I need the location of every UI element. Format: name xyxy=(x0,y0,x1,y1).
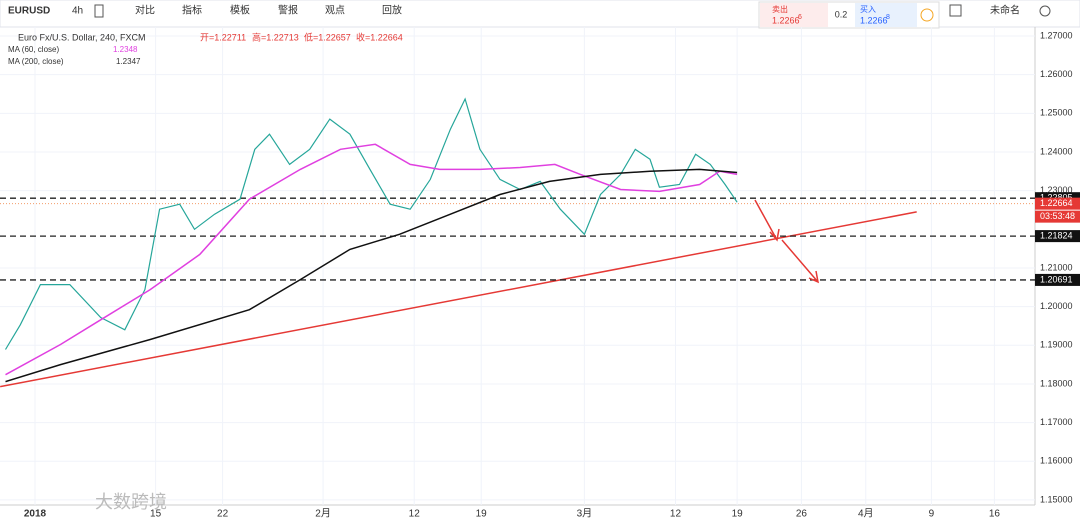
legend-ma: MA (200, close) xyxy=(8,57,64,66)
y-tick-label: 1.17000 xyxy=(1040,417,1073,427)
y-tick-label: 1.24000 xyxy=(1040,146,1073,156)
x-tick-label: 19 xyxy=(476,509,488,520)
current-price: 1.22664 xyxy=(1040,198,1073,208)
countdown: 03:53:48 xyxy=(1040,211,1075,221)
y-tick-label: 1.23000 xyxy=(1040,185,1073,195)
x-tick-label: 4月 xyxy=(858,508,874,520)
forecast-arrows xyxy=(754,199,819,284)
toolbar-item[interactable]: 警报 xyxy=(278,4,298,17)
toolbar-item[interactable]: 模板 xyxy=(230,4,250,17)
sell-label[interactable]: 卖出 xyxy=(772,4,788,14)
legend-ma-value: 1.2347 xyxy=(116,57,141,66)
x-tick-label: 3月 xyxy=(577,508,593,520)
buy-price[interactable]: 1.2266 xyxy=(860,15,888,25)
watermark: 大数跨境 xyxy=(95,492,167,512)
x-tick-label: 2018 xyxy=(24,509,47,520)
legend-ma: MA (60, close) xyxy=(8,45,59,54)
candle-icon[interactable] xyxy=(94,4,104,18)
settings-icon[interactable] xyxy=(1039,5,1051,17)
x-tick-label: 2月 xyxy=(315,508,331,520)
legend-ma-value: 1.2348 xyxy=(113,45,138,54)
toolbar-item[interactable]: 观点 xyxy=(325,5,345,17)
y-tick-label: 1.19000 xyxy=(1040,340,1073,350)
level-tag xyxy=(1035,273,1080,286)
x-tick-label: 9 xyxy=(929,509,935,520)
info-icon[interactable] xyxy=(920,8,934,22)
toolbar-item[interactable]: 指标 xyxy=(182,4,202,17)
legend-ohlc: 收=1.22664 xyxy=(356,31,403,42)
interval[interactable]: 4h xyxy=(72,6,83,17)
toolbar-item[interactable]: 对比 xyxy=(135,4,155,17)
y-tick-label: 1.21000 xyxy=(1040,262,1073,272)
sell-price[interactable]: 1.2266 xyxy=(772,15,800,25)
x-tick-label: 16 xyxy=(989,509,1001,520)
x-tick-label: 19 xyxy=(732,509,744,520)
sell-pip[interactable]: 6 xyxy=(798,14,802,21)
x-tick-label: 15 xyxy=(150,509,162,520)
series-line xyxy=(5,168,738,383)
x-tick-label: 12 xyxy=(409,509,421,520)
y-tick-label: 1.18000 xyxy=(1040,378,1073,388)
legend-title: Euro Fx/U.S. Dollar, 240, FXCM xyxy=(18,32,146,42)
level-label: 1.20691 xyxy=(1040,274,1073,284)
series-line xyxy=(5,143,738,376)
level-label: 1.21824 xyxy=(1040,230,1073,240)
y-tick-label: 1.20000 xyxy=(1040,301,1073,311)
legend-ohlc: 低=1.22657 xyxy=(304,31,351,42)
y-tick-label: 1.16000 xyxy=(1040,456,1073,466)
level-label: 1.22805 xyxy=(1040,193,1073,203)
layout-name[interactable]: 未命名 xyxy=(990,4,1020,17)
legend-ohlc: 开=1.22711 xyxy=(200,32,246,42)
x-tick-label: 12 xyxy=(670,509,682,520)
trendline xyxy=(0,211,917,388)
y-tick-label: 1.26000 xyxy=(1040,69,1073,79)
spread: 0.2 xyxy=(835,9,848,19)
buy-label[interactable]: 买入 xyxy=(860,5,876,14)
y-tick-label: 1.27000 xyxy=(1040,30,1073,40)
price-tag xyxy=(1035,197,1080,210)
buy-button[interactable] xyxy=(855,3,917,27)
x-tick-label: 26 xyxy=(796,509,808,520)
level-tag xyxy=(1035,230,1080,243)
window-icon[interactable] xyxy=(949,4,962,17)
x-tick-label: 22 xyxy=(217,509,229,520)
symbol[interactable]: EURUSD xyxy=(8,6,50,17)
plot xyxy=(0,27,1035,505)
buy-pip[interactable]: 8 xyxy=(886,14,890,21)
countdown-tag xyxy=(1035,210,1080,223)
legend-ohlc: 高=1.22713 xyxy=(252,31,299,42)
y-tick-label: 1.25000 xyxy=(1040,108,1073,118)
series-line xyxy=(4,97,738,350)
sell-button[interactable] xyxy=(760,3,828,27)
toolbar-item[interactable]: 回放 xyxy=(382,4,402,17)
y-tick-label: 1.15000 xyxy=(1040,494,1073,504)
